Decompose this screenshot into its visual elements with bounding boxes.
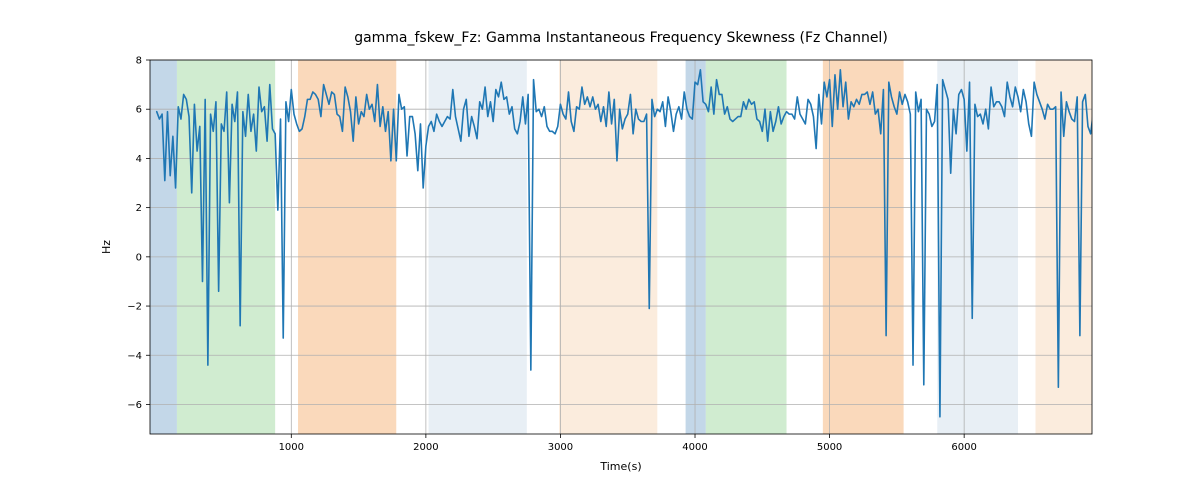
x-tick-label: 2000 xyxy=(413,442,438,453)
y-tick-label: 6 xyxy=(136,105,142,116)
interval-band xyxy=(559,60,657,434)
y-tick-label: −6 xyxy=(127,400,142,411)
x-tick-label: 6000 xyxy=(951,442,976,453)
y-tick-label: 2 xyxy=(136,203,142,214)
x-tick-label: 5000 xyxy=(817,442,842,453)
interval-band xyxy=(177,60,275,434)
interval-band xyxy=(429,60,527,434)
y-tick-label: 8 xyxy=(136,56,142,67)
line-chart: 1000 2000 3000 4000 5000 6000 −6 −4 −2 0 2 4 6 8 Time(… xyxy=(0,0,1200,500)
x-tick-label: 3000 xyxy=(548,442,573,453)
interval-band xyxy=(823,60,904,434)
y-tick-label: −2 xyxy=(127,302,142,313)
y-tick-label: 0 xyxy=(136,252,142,263)
x-tick-label: 4000 xyxy=(682,442,707,453)
x-tick-label: 1000 xyxy=(279,442,304,453)
interval-band xyxy=(150,60,177,434)
y-axis-label: Hz xyxy=(100,240,113,254)
x-axis-label: Time(s) xyxy=(599,460,641,473)
chart-container: 1000 2000 3000 4000 5000 6000 −6 −4 −2 0 2 4 6 8 Time(… xyxy=(0,0,1200,500)
chart-title: gamma_fskew_Fz: Gamma Instantaneous Freq… xyxy=(354,30,888,46)
y-tick-label: −4 xyxy=(127,351,142,362)
interval-band xyxy=(706,60,787,434)
y-tick-label: 4 xyxy=(136,154,142,165)
